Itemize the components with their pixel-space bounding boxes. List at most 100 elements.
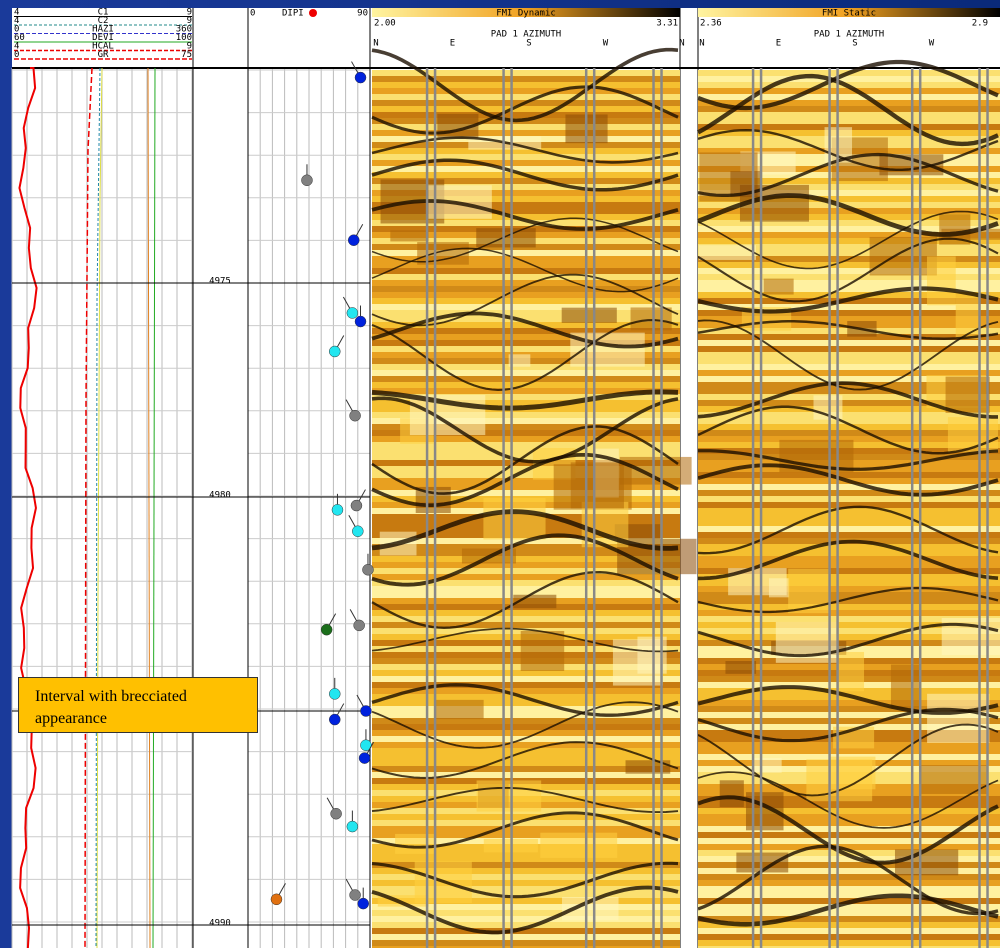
tadpole: [359, 753, 370, 764]
image-band: [372, 856, 680, 862]
image-patch: [956, 298, 979, 339]
tadpole: [271, 894, 282, 905]
image-band: [372, 154, 680, 160]
image-patch: [434, 700, 484, 719]
image-band: [372, 376, 680, 382]
tadpole: [352, 526, 363, 537]
image-band: [698, 934, 1000, 940]
image-band: [698, 472, 1000, 478]
image-patch: [395, 834, 436, 854]
image-band: [372, 610, 680, 616]
scale-min: 2.36: [700, 19, 722, 29]
image-band: [372, 616, 680, 622]
image-band: [698, 112, 1000, 118]
image-band: [698, 886, 1000, 892]
image-band: [372, 370, 680, 376]
azimuth-label: S: [852, 39, 857, 49]
image-patch: [620, 457, 692, 485]
image-band: [372, 916, 680, 922]
image-band: [372, 112, 680, 118]
azimuth-label: N: [699, 39, 704, 49]
image-band: [372, 106, 680, 112]
image-band: [372, 586, 680, 592]
image-patch: [477, 780, 542, 811]
image-band: [372, 706, 680, 712]
tadpole: [362, 564, 373, 575]
image-band: [698, 118, 1000, 124]
tadpole: [347, 821, 358, 832]
image-patch: [927, 256, 956, 305]
image-band: [698, 532, 1000, 538]
image-patch: [483, 498, 545, 539]
image-patch: [891, 665, 919, 709]
image-title: FMI Static: [822, 9, 876, 19]
image-band: [698, 838, 1000, 844]
azimuth-label: E: [450, 39, 455, 49]
image-band: [698, 358, 1000, 364]
image-patch: [631, 307, 672, 330]
depth-label: 4990: [209, 919, 231, 929]
image-band: [372, 448, 680, 454]
image-band: [372, 826, 680, 832]
tadpole: [329, 688, 340, 699]
tadpole: [350, 890, 361, 901]
scale-min: 2.00: [374, 19, 396, 29]
depth-label: 4980: [209, 491, 231, 501]
image-band: [698, 520, 1000, 526]
image-band: [698, 916, 1000, 922]
image-band: [372, 88, 680, 94]
annotation: Interval with brecciated appearance: [18, 677, 258, 733]
image-band: [372, 718, 680, 724]
log-display: 49754980498549904C194C290HAZI36060DEVI10…: [0, 0, 1000, 948]
image-band: [372, 754, 680, 760]
image-band: [698, 496, 1000, 502]
image-patch: [626, 760, 671, 773]
azimuth-label: S: [526, 39, 531, 49]
image-band: [372, 166, 680, 172]
image-band: [372, 724, 680, 730]
image-patch: [720, 780, 744, 807]
tadpole: [355, 72, 366, 83]
tadpole: [329, 714, 340, 725]
image-patch: [699, 245, 756, 260]
image-band: [698, 346, 1000, 352]
image-band: [372, 940, 680, 946]
image-band: [698, 604, 1000, 610]
tadpole: [360, 706, 371, 717]
image-patch: [521, 631, 564, 671]
tadpole: [331, 808, 342, 819]
tadpole: [347, 307, 358, 318]
image-band: [372, 274, 680, 280]
image-band: [698, 364, 1000, 370]
image-patch: [390, 230, 428, 241]
image-band: [372, 76, 680, 82]
image-patch: [838, 652, 864, 691]
image-band: [698, 550, 1000, 556]
page: 49754980498549904C194C290HAZI36060DEVI10…: [0, 0, 1000, 948]
image-band: [372, 736, 680, 742]
tadpole: [332, 504, 343, 515]
image-patch: [788, 569, 828, 613]
header-label: 90: [357, 9, 368, 19]
image-band: [698, 484, 1000, 490]
image-band: [698, 562, 1000, 568]
image-patch: [571, 462, 624, 508]
image-band: [698, 94, 1000, 100]
tadpole: [321, 624, 332, 635]
tadpole: [348, 235, 359, 246]
scale-max: 3.31: [656, 19, 678, 29]
image-band: [698, 892, 1000, 898]
azimuth-label: W: [929, 39, 935, 49]
azimuth-label: N: [373, 39, 378, 49]
tadpole: [355, 316, 366, 327]
image-patch: [895, 849, 958, 875]
tadpole: [351, 500, 362, 511]
header-label: DIPI: [282, 9, 304, 19]
image-band: [698, 748, 1000, 754]
image-patch: [540, 833, 617, 858]
image-title: FMI Dynamic: [496, 9, 556, 19]
image-band: [698, 352, 1000, 358]
image-band: [372, 82, 680, 88]
image-subtitle: PAD 1 AZIMUTH: [814, 30, 884, 40]
tadpole: [358, 898, 369, 909]
